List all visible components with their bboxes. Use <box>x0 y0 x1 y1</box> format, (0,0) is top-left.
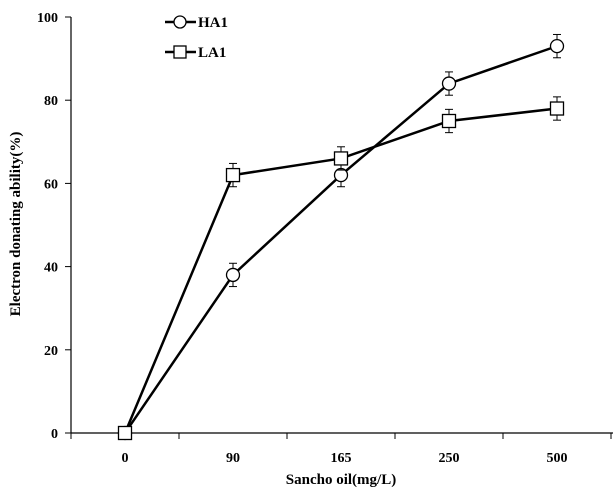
data-point <box>117 425 133 441</box>
series-layer <box>117 33 565 441</box>
data-point <box>441 113 457 129</box>
x-tick-label: 250 <box>439 451 460 466</box>
x-axis-title: Sancho oil(mg/L) <box>286 472 396 488</box>
y-tick-label: 80 <box>44 94 58 109</box>
y-tick-label: 40 <box>44 261 58 276</box>
axes: 0 20 40 60 80 100 0 90 165 250 500 <box>37 11 613 466</box>
data-point <box>441 76 457 91</box>
legend-marker <box>173 15 187 29</box>
x-tick-label: 90 <box>226 451 240 466</box>
data-point <box>549 38 565 54</box>
legend-item: HA1 <box>165 15 228 31</box>
series-line <box>123 44 558 434</box>
legend-marker <box>173 45 187 59</box>
y-axis-title: Electron donating ability(%) <box>8 132 24 317</box>
legend: HA1 LA1 <box>165 15 228 61</box>
x-tick-label: 165 <box>331 451 352 466</box>
data-point <box>333 151 349 166</box>
y-tick-label: 20 <box>44 344 58 359</box>
data-point <box>549 101 565 116</box>
legend-item: LA1 <box>165 45 226 61</box>
legend-label: LA1 <box>198 45 226 61</box>
data-point <box>225 167 241 183</box>
data-point <box>225 267 241 283</box>
y-tick-label: 100 <box>37 11 58 26</box>
x-tick-label: 500 <box>547 451 568 466</box>
series-ha1 <box>117 33 565 441</box>
y-tick-label: 0 <box>51 427 58 442</box>
y-tick-label: 60 <box>44 177 58 192</box>
x-tick-label: 0 <box>122 451 129 466</box>
legend-label: HA1 <box>198 15 228 31</box>
series-la1 <box>117 96 565 441</box>
